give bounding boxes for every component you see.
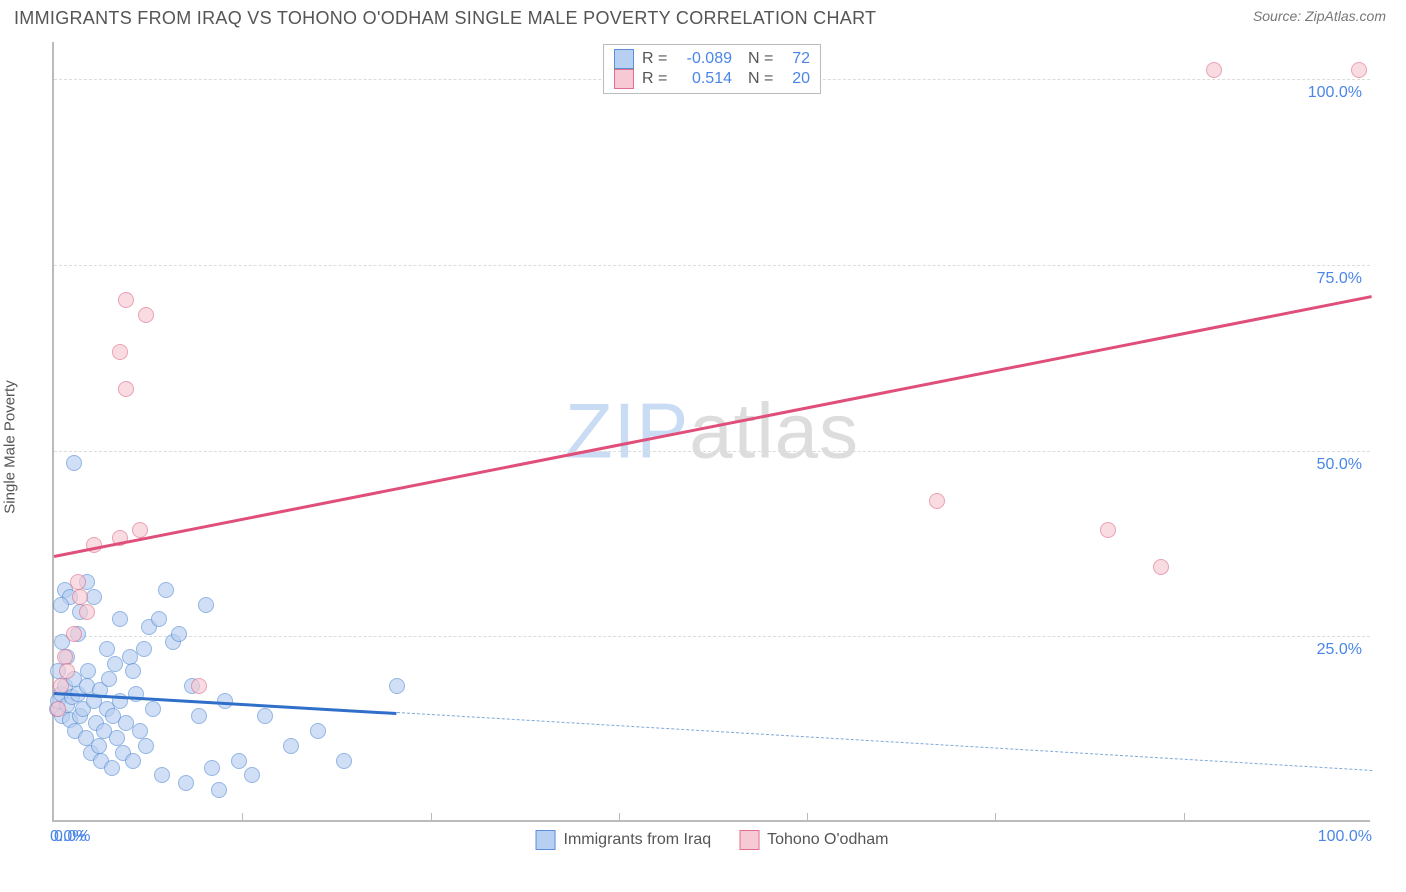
x-tick-label: 0.0% [54, 828, 90, 846]
x-tick-minor [807, 813, 808, 821]
legend-swatch [536, 830, 556, 850]
y-axis-label: Single Male Poverty [2, 380, 19, 513]
scatter-point [1351, 62, 1367, 78]
scatter-point [99, 641, 115, 657]
scatter-point [125, 663, 141, 679]
plot-area: ZIPatlas 0.0%25.0%50.0%75.0%100.0%0.0%10… [52, 42, 1370, 822]
scatter-point [107, 656, 123, 672]
legend-label: Tohono O'odham [767, 831, 888, 849]
scatter-point [244, 767, 260, 783]
stat-r-label: R = [642, 50, 668, 68]
scatter-point [132, 723, 148, 739]
stat-n-value: 72 [782, 50, 810, 68]
watermark-zip: ZIP [565, 387, 689, 475]
legend-swatch [614, 69, 634, 89]
stat-n-label: N = [748, 70, 774, 88]
scatter-point [66, 626, 82, 642]
chart-title: IMMIGRANTS FROM IRAQ VS TOHONO O'ODHAM S… [14, 8, 876, 29]
scatter-point [53, 597, 69, 613]
trend-line [397, 712, 1372, 771]
scatter-point [158, 582, 174, 598]
legend-label: Immigrants from Iraq [564, 831, 712, 849]
scatter-point [257, 708, 273, 724]
scatter-point [66, 455, 82, 471]
legend-swatch [614, 49, 634, 69]
scatter-point [79, 604, 95, 620]
stat-r-value: 0.514 [676, 70, 732, 88]
gridline [54, 636, 1370, 637]
source-label: Source: ZipAtlas.com [1253, 8, 1386, 26]
legend-item: Immigrants from Iraq [536, 830, 712, 850]
scatter-point [112, 344, 128, 360]
scatter-point [50, 701, 66, 717]
y-tick-label: 75.0% [1317, 270, 1362, 288]
stats-row: R = 0.514 N = 20 [614, 69, 810, 89]
scatter-point [138, 307, 154, 323]
scatter-point [283, 738, 299, 754]
y-tick-label: 100.0% [1308, 84, 1362, 102]
scatter-point [57, 649, 73, 665]
scatter-point [80, 663, 96, 679]
scatter-point [389, 678, 405, 694]
source-prefix: Source: [1253, 8, 1305, 24]
scatter-point [145, 701, 161, 717]
scatter-point [118, 292, 134, 308]
scatter-point [125, 753, 141, 769]
x-tick-minor [431, 813, 432, 821]
scatter-point [204, 760, 220, 776]
scatter-point [112, 611, 128, 627]
scatter-point [171, 626, 187, 642]
scatter-point [91, 738, 107, 754]
scatter-point [211, 782, 227, 798]
stat-r-value: -0.089 [676, 50, 732, 68]
legend-item: Tohono O'odham [739, 830, 888, 850]
watermark-atlas: atlas [689, 387, 859, 475]
stat-n-value: 20 [782, 70, 810, 88]
scatter-point [101, 671, 117, 687]
trend-line [54, 295, 1373, 558]
gridline [54, 451, 1370, 452]
x-tick-minor [1184, 813, 1185, 821]
scatter-point [336, 753, 352, 769]
scatter-point [138, 738, 154, 754]
scatter-point [1100, 522, 1116, 538]
watermark: ZIPatlas [565, 386, 859, 477]
gridline [54, 265, 1370, 266]
scatter-point [191, 708, 207, 724]
scatter-point [231, 753, 247, 769]
bottom-legend: Immigrants from Iraq Tohono O'odham [536, 830, 889, 850]
x-tick-minor [619, 813, 620, 821]
scatter-point [59, 663, 75, 679]
scatter-point [198, 597, 214, 613]
scatter-point [178, 775, 194, 791]
scatter-point [70, 574, 86, 590]
stat-r-label: R = [642, 70, 668, 88]
scatter-point [191, 678, 207, 694]
stat-n-label: N = [748, 50, 774, 68]
y-tick-label: 50.0% [1317, 456, 1362, 474]
scatter-point [118, 381, 134, 397]
scatter-point [1206, 62, 1222, 78]
y-tick-label: 25.0% [1317, 641, 1362, 659]
scatter-point [310, 723, 326, 739]
chart-container: Single Male Poverty ZIPatlas 0.0%25.0%50… [28, 42, 1388, 852]
x-tick-minor [995, 813, 996, 821]
x-tick-label: 100.0% [1318, 828, 1372, 846]
x-tick-minor [242, 813, 243, 821]
scatter-point [154, 767, 170, 783]
stats-legend: R = -0.089 N = 72 R = 0.514 N = 20 [603, 44, 821, 94]
scatter-point [109, 730, 125, 746]
scatter-point [72, 589, 88, 605]
source-name: ZipAtlas.com [1305, 8, 1386, 24]
scatter-point [136, 641, 152, 657]
stats-row: R = -0.089 N = 72 [614, 49, 810, 69]
scatter-point [929, 493, 945, 509]
legend-swatch [739, 830, 759, 850]
scatter-point [1153, 559, 1169, 575]
scatter-point [151, 611, 167, 627]
scatter-point [104, 760, 120, 776]
